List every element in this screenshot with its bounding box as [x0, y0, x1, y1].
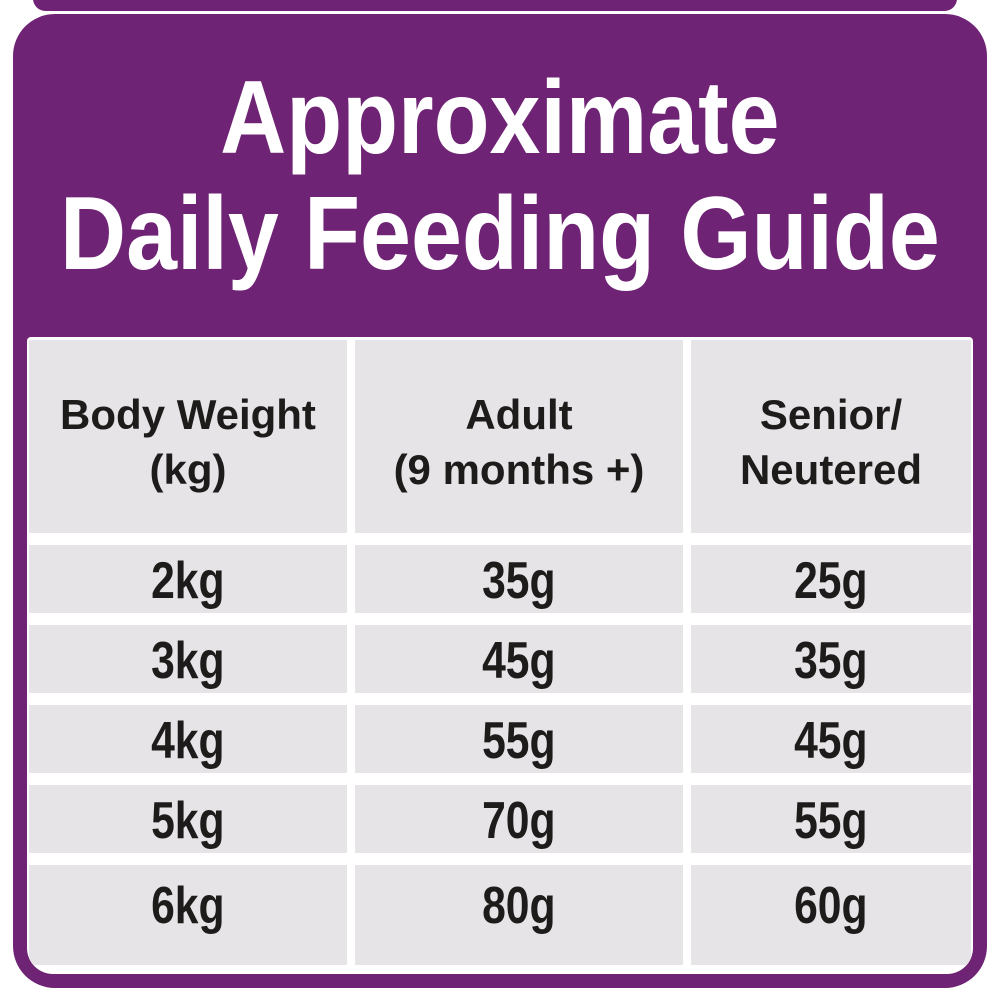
cell-adult: 70g: [355, 785, 683, 853]
column-header-adult: Adult (9 months +): [355, 340, 683, 533]
cell-adult: 55g: [355, 705, 683, 773]
cell-senior: 35g: [691, 625, 971, 693]
cell-weight: 4kg: [29, 705, 347, 773]
cell-senior: 45g: [691, 705, 971, 773]
cell-senior: 60g: [691, 865, 971, 965]
cell-adult: 80g: [355, 865, 683, 965]
card-header: Approximate Daily Feeding Guide: [13, 14, 987, 337]
column-header-body-weight: Body Weight (kg): [29, 340, 347, 533]
column-header-line: Adult: [465, 390, 573, 438]
cell-weight: 5kg: [29, 785, 347, 853]
cell-weight: 3kg: [29, 625, 347, 693]
column-header-senior: Senior/ Neutered: [691, 340, 971, 533]
feeding-table-grid: Body Weight (kg) Adult (9 months +) Seni…: [29, 340, 971, 965]
column-header-line: Neutered: [739, 445, 923, 493]
cell-weight: 2kg: [29, 545, 347, 613]
cell-senior: 25g: [691, 545, 971, 613]
top-accent-strip: [33, 0, 957, 11]
column-header-line: Senior/: [759, 390, 903, 438]
column-header-line: (9 months +): [393, 445, 645, 493]
feeding-guide-card: Approximate Daily Feeding Guide Body Wei…: [13, 14, 987, 988]
title-line-1: Approximate: [220, 59, 780, 176]
column-header-line: Body Weight: [60, 390, 316, 438]
cell-adult: 35g: [355, 545, 683, 613]
cell-adult: 45g: [355, 625, 683, 693]
feeding-table: Body Weight (kg) Adult (9 months +) Seni…: [27, 337, 973, 974]
cell-weight: 6kg: [29, 865, 347, 965]
title-line-2: Daily Feeding Guide: [60, 175, 940, 292]
cell-senior: 55g: [691, 785, 971, 853]
column-header-line: (kg): [149, 445, 227, 493]
